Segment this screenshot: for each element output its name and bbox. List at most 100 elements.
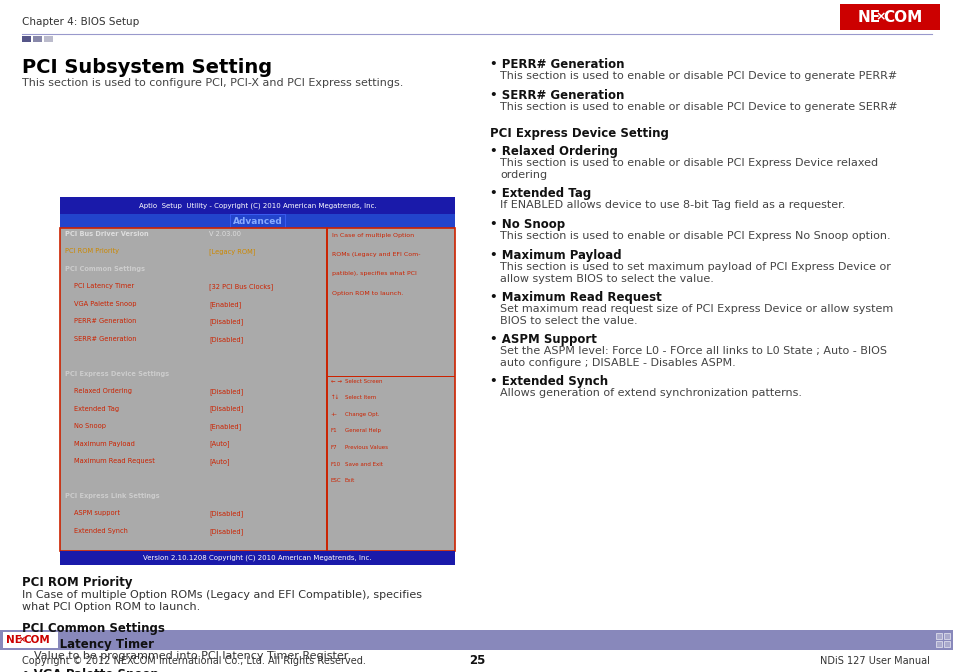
Text: Version 2.10.1208 Copyright (C) 2010 American Megatrends, Inc.: Version 2.10.1208 Copyright (C) 2010 Ame… xyxy=(143,555,372,561)
Text: PERR# Generation: PERR# Generation xyxy=(74,319,136,325)
Text: • No Snoop: • No Snoop xyxy=(490,218,564,231)
Text: patible), specifies what PCI: patible), specifies what PCI xyxy=(332,271,416,276)
Text: • Relaxed Ordering: • Relaxed Ordering xyxy=(490,145,618,158)
Text: ordering: ordering xyxy=(499,170,547,180)
Text: This section is used to configure PCI, PCI-X and PCI Express settings.: This section is used to configure PCI, P… xyxy=(22,78,403,88)
Text: [Disabled]: [Disabled] xyxy=(209,406,243,413)
Text: PCI Common Settings: PCI Common Settings xyxy=(22,622,165,635)
Text: ROMs (Legacy and EFI Com-: ROMs (Legacy and EFI Com- xyxy=(332,252,419,257)
Text: 25: 25 xyxy=(468,655,485,667)
Text: NE: NE xyxy=(6,635,22,645)
Text: Exit: Exit xyxy=(344,478,355,483)
Text: No Snoop: No Snoop xyxy=(74,423,106,429)
Text: Advanced: Advanced xyxy=(233,216,282,226)
Text: ← →: ← → xyxy=(331,378,341,384)
Bar xyxy=(60,228,455,551)
Bar xyxy=(230,214,285,228)
Text: NDiS 127 User Manual: NDiS 127 User Manual xyxy=(820,656,929,666)
Text: [Disabled]: [Disabled] xyxy=(209,319,243,325)
Text: [Disabled]: [Disabled] xyxy=(209,528,243,534)
Text: This section is used to enable or disable PCI Express No Snoop option.: This section is used to enable or disabl… xyxy=(499,231,890,241)
Text: [Enabled]: [Enabled] xyxy=(209,301,241,308)
Text: • PCI Latency Timer: • PCI Latency Timer xyxy=(22,638,153,651)
Text: COM: COM xyxy=(882,9,922,24)
Text: ×: × xyxy=(19,636,26,644)
Text: If ENABLED allows device to use 8-bit Tag field as a requester.: If ENABLED allows device to use 8-bit Ta… xyxy=(499,200,844,210)
Text: allow system BIOS to select the value.: allow system BIOS to select the value. xyxy=(499,274,713,284)
Text: • Maximum Read Request: • Maximum Read Request xyxy=(490,291,661,304)
Text: SERR# Generation: SERR# Generation xyxy=(74,336,136,342)
Text: Extended Synch: Extended Synch xyxy=(74,528,128,534)
Text: Set the ASPM level: Force L0 - FOrce all links to L0 State ; Auto - BIOS: Set the ASPM level: Force L0 - FOrce all… xyxy=(499,346,886,356)
Text: [Disabled]: [Disabled] xyxy=(209,336,243,343)
Bar xyxy=(60,214,455,228)
Text: Chapter 4: BIOS Setup: Chapter 4: BIOS Setup xyxy=(22,17,139,27)
Text: F10: F10 xyxy=(331,462,340,466)
Text: Maximum Read Request: Maximum Read Request xyxy=(74,458,154,464)
Text: PCI Bus Driver Version: PCI Bus Driver Version xyxy=(65,231,149,237)
Bar xyxy=(935,641,941,647)
Text: ×: × xyxy=(874,11,884,24)
Text: • PERR# Generation: • PERR# Generation xyxy=(490,58,624,71)
Text: ASPM support: ASPM support xyxy=(74,510,120,516)
Bar xyxy=(3,632,58,648)
Text: Aptio  Setup  Utility - Copyright (C) 2010 American Megatrends, Inc.: Aptio Setup Utility - Copyright (C) 2010… xyxy=(138,202,376,209)
Text: PCI Express Link Settings: PCI Express Link Settings xyxy=(65,493,159,499)
Text: Change Opt.: Change Opt. xyxy=(344,412,378,417)
Text: This section is used to enable or disable PCI Express Device relaxed: This section is used to enable or disabl… xyxy=(499,158,877,168)
Text: Copyright © 2012 NEXCOM International Co., Ltd. All Rights Reserved.: Copyright © 2012 NEXCOM International Co… xyxy=(22,656,366,666)
Text: PCI Express Device Settings: PCI Express Device Settings xyxy=(65,371,169,377)
Text: auto configure ; DISABLE - Disables ASPM.: auto configure ; DISABLE - Disables ASPM… xyxy=(499,358,735,368)
Text: This section is used to set maximum payload of PCI Express Device or: This section is used to set maximum payl… xyxy=(499,262,890,272)
Bar xyxy=(935,633,941,639)
Bar xyxy=(0,630,953,650)
Text: • Maximum Payload: • Maximum Payload xyxy=(490,249,621,262)
Text: NE: NE xyxy=(857,9,881,24)
Text: [Disabled]: [Disabled] xyxy=(209,388,243,395)
Text: COM: COM xyxy=(24,635,51,645)
Text: PCI Common Settings: PCI Common Settings xyxy=(65,266,145,272)
Text: [Enabled]: [Enabled] xyxy=(209,423,241,430)
Text: PCI ROM Priority: PCI ROM Priority xyxy=(22,576,132,589)
Bar xyxy=(44,36,53,42)
Bar xyxy=(60,197,455,214)
Bar xyxy=(22,36,30,42)
Text: [Auto]: [Auto] xyxy=(209,441,230,448)
Text: F7: F7 xyxy=(331,445,337,450)
Text: Select Item: Select Item xyxy=(344,395,375,400)
Text: Save and Exit: Save and Exit xyxy=(344,462,382,466)
Text: ↑↓: ↑↓ xyxy=(331,395,339,400)
Text: PCI Latency Timer: PCI Latency Timer xyxy=(74,284,134,290)
Text: • SERR# Generation: • SERR# Generation xyxy=(490,89,623,102)
Bar xyxy=(840,4,939,30)
Text: ESC: ESC xyxy=(331,478,341,483)
Text: Maximum Payload: Maximum Payload xyxy=(74,441,134,446)
Text: This section is used to enable or disable PCI Device to generate SERR#: This section is used to enable or disabl… xyxy=(499,102,897,112)
Text: [Auto]: [Auto] xyxy=(209,458,230,465)
Text: [Disabled]: [Disabled] xyxy=(209,510,243,517)
Text: +-: +- xyxy=(331,412,337,417)
Text: Option ROM to launch.: Option ROM to launch. xyxy=(332,290,402,296)
Bar xyxy=(60,228,326,551)
Text: F1: F1 xyxy=(331,428,337,433)
Bar xyxy=(0,650,953,672)
Text: In Case of multiple Option: In Case of multiple Option xyxy=(332,233,414,238)
Bar xyxy=(60,551,455,565)
Text: • Extended Synch: • Extended Synch xyxy=(490,375,607,388)
Text: Value to be programmed into PCI latency Timer Register.: Value to be programmed into PCI latency … xyxy=(34,651,351,661)
Text: VGA Palette Snoop: VGA Palette Snoop xyxy=(74,301,136,307)
Text: In Case of multiple Option ROMs (Legacy and EFI Compatible), specifies: In Case of multiple Option ROMs (Legacy … xyxy=(22,590,421,600)
Text: This section is used to enable or disable PCI Device to generate PERR#: This section is used to enable or disabl… xyxy=(499,71,897,81)
Bar xyxy=(943,641,949,647)
Text: PCI ROM Priority: PCI ROM Priority xyxy=(65,249,119,255)
Text: • ASPM Support: • ASPM Support xyxy=(490,333,597,346)
Text: • Extended Tag: • Extended Tag xyxy=(490,187,591,200)
Bar xyxy=(33,36,42,42)
Text: [32 PCI Bus Clocks]: [32 PCI Bus Clocks] xyxy=(209,284,274,290)
Text: Allows generation of extend synchronization patterns.: Allows generation of extend synchronizat… xyxy=(499,388,801,398)
Text: Set maximum read request size of PCI Express Device or allow system: Set maximum read request size of PCI Exp… xyxy=(499,304,892,314)
Bar xyxy=(326,228,455,551)
Bar xyxy=(943,633,949,639)
Text: BIOS to select the value.: BIOS to select the value. xyxy=(499,316,637,326)
Text: V 2.03.00: V 2.03.00 xyxy=(209,231,241,237)
